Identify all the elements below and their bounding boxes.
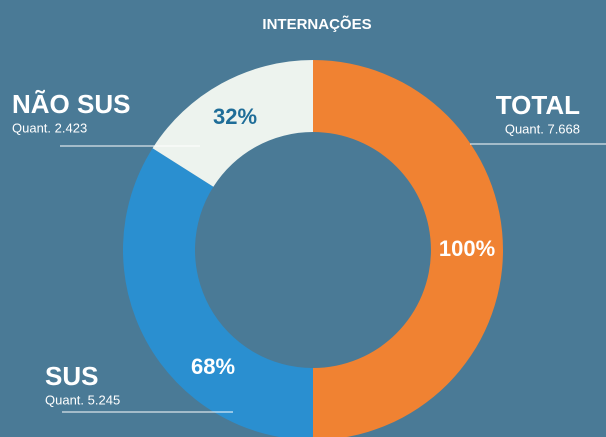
donut-segment: [152, 60, 313, 187]
chart-title: INTERNAÇÕES: [262, 15, 371, 33]
donut-segment: [313, 60, 503, 437]
donut-segment: [123, 148, 313, 437]
value-label: 100%: [439, 236, 495, 261]
legend-label: NÃO SUS: [12, 89, 130, 119]
legend-label: SUS: [45, 361, 98, 391]
quantity-label: Quant. 7.668: [505, 121, 580, 136]
quantity-label: Quant. 5.245: [45, 392, 120, 407]
value-label: 68%: [191, 354, 235, 379]
quantity-label: Quant. 2.423: [12, 120, 87, 135]
legend-label: TOTAL: [496, 90, 580, 120]
value-label: 32%: [213, 104, 257, 129]
